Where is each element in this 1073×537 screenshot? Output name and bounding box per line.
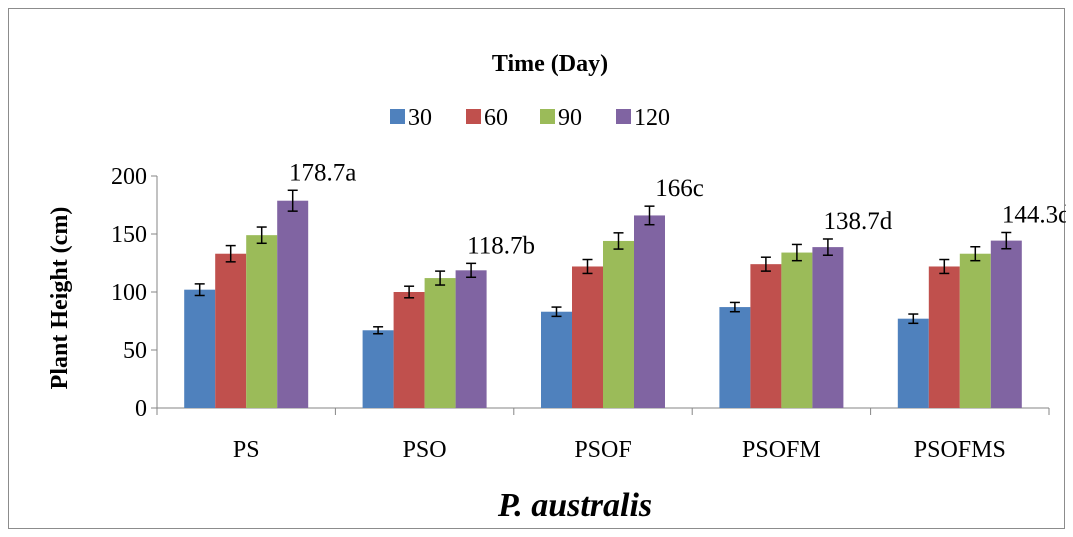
bar <box>572 266 603 408</box>
y-tick-label: 0 <box>135 396 147 422</box>
x-tick-label: PS <box>233 437 260 463</box>
bar <box>812 247 844 408</box>
y-tick-label: 200 <box>111 164 147 190</box>
bar <box>719 307 751 408</box>
legend-title: Time (Day) <box>492 51 608 77</box>
bar <box>184 289 216 408</box>
y-tick-label: 150 <box>111 222 147 248</box>
x-tick-label: PSOFMS <box>914 437 1006 463</box>
legend-swatch <box>616 109 631 124</box>
bar <box>990 240 1022 408</box>
chart-svg: Time (Day) 30 60 90 120 0 50 100 150 200 178.7a P… <box>47 51 1066 524</box>
bar <box>424 278 456 408</box>
y-axis-label: Plant Height (cm) <box>47 207 73 390</box>
legend-swatch <box>466 109 481 124</box>
x-tick-label: PSO <box>403 437 447 463</box>
bar <box>959 253 991 408</box>
data-label: 144.3d <box>1002 201 1066 228</box>
data-label: 138.7d <box>824 208 893 235</box>
legend: 30 60 90 120 <box>390 105 670 131</box>
x-axis-label: P. australis <box>497 487 652 524</box>
legend-label: 60 <box>484 105 508 131</box>
bar <box>455 270 487 408</box>
legend-swatch <box>390 109 405 124</box>
bar <box>897 318 929 408</box>
x-tick-label: PSOFM <box>742 437 821 463</box>
bar <box>541 311 572 408</box>
bar <box>246 235 278 408</box>
y-tick-label: 100 <box>111 280 147 306</box>
bar <box>750 264 782 408</box>
legend-label: 90 <box>558 105 582 131</box>
y-tick-label: 50 <box>123 338 147 364</box>
chart-area: Time (Day) 30 60 90 120 0 50 100 150 200 178.7a P… <box>8 8 1066 529</box>
data-label: 178.7a <box>289 159 356 186</box>
legend-swatch <box>540 109 555 124</box>
data-label: 118.7b <box>467 232 535 259</box>
bar <box>215 253 247 408</box>
bar <box>277 200 309 408</box>
bar <box>634 215 665 408</box>
bar <box>781 252 813 408</box>
plot-area: 0 50 100 150 200 178.7a PS 118.7b PSO 166c PSOF 138… <box>111 159 1066 463</box>
legend-label: 120 <box>634 105 670 131</box>
bar <box>362 330 394 408</box>
data-label: 166c <box>655 175 704 202</box>
x-tick-label: PSOF <box>574 437 631 463</box>
bar <box>393 292 425 408</box>
bar <box>603 240 634 408</box>
bar <box>928 266 960 408</box>
legend-label: 30 <box>408 105 432 131</box>
